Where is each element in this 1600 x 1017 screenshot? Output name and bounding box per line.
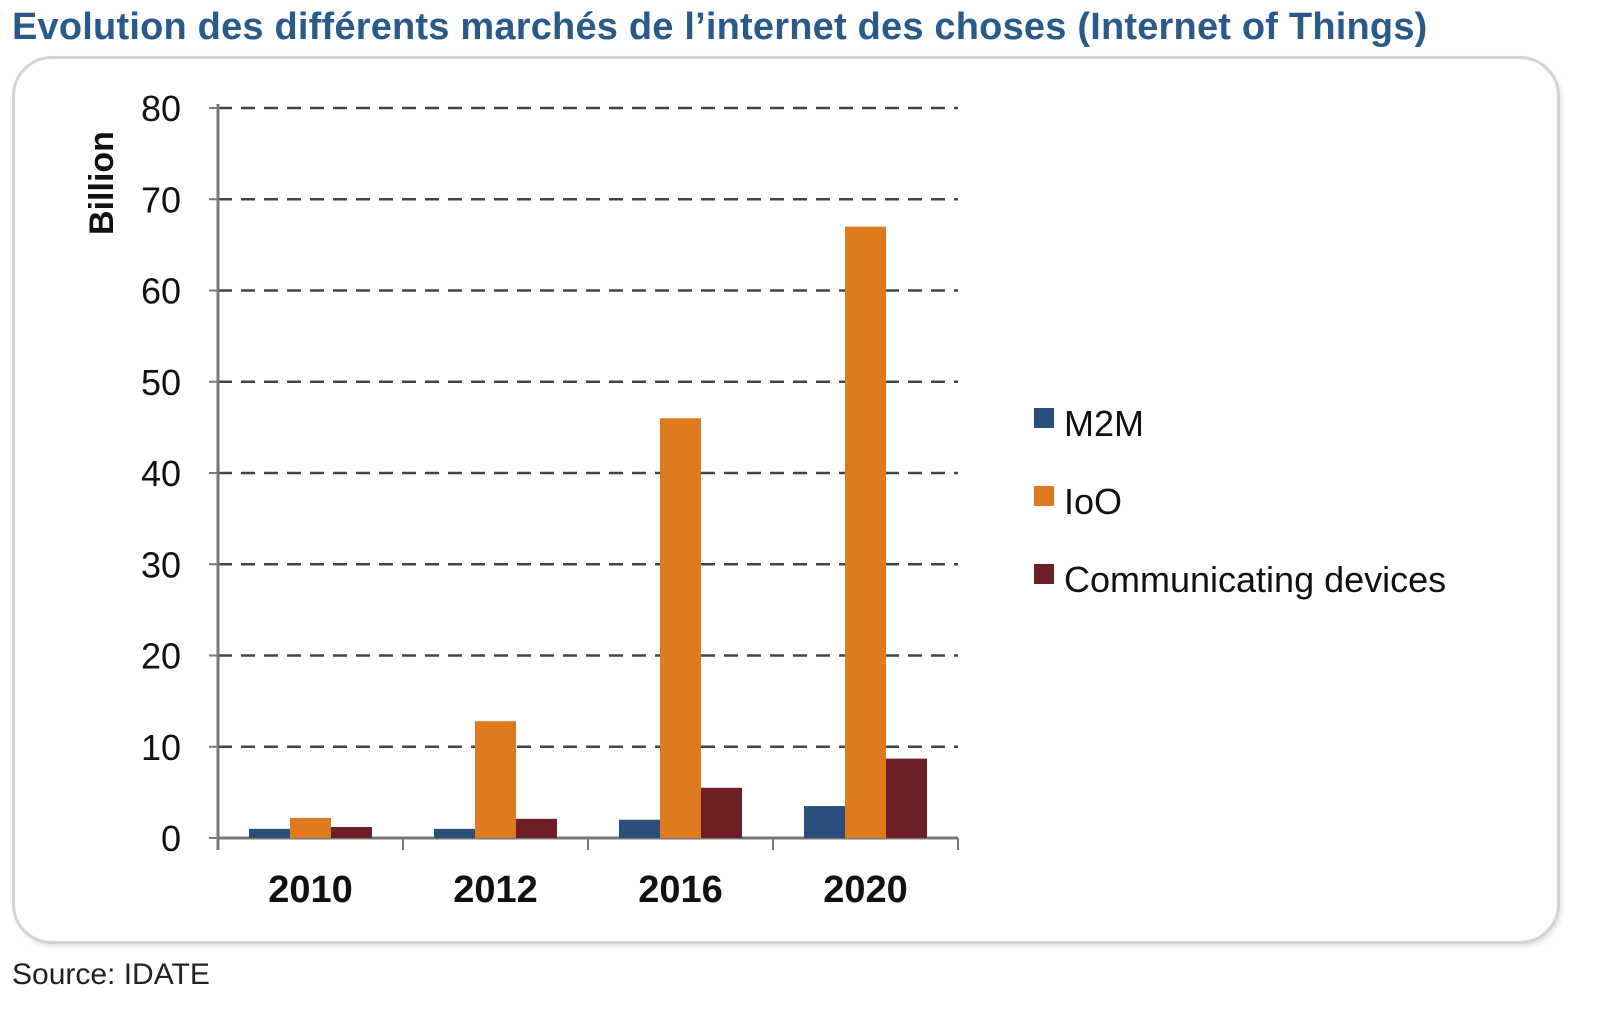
y-tick-label: 20 [141, 636, 181, 677]
x-tick-label: 2016 [638, 869, 723, 911]
legend-label: IoO [1064, 481, 1122, 522]
y-tick-label: 80 [141, 88, 181, 129]
bar-ioo-2012 [475, 721, 516, 838]
y-tick-label: 10 [141, 727, 181, 768]
bar-ioo-2010 [290, 817, 331, 838]
y-tick-label: 60 [141, 271, 181, 312]
legend-swatch [1034, 486, 1054, 506]
y-tick-label: 30 [141, 544, 181, 585]
chart-title: Evolution des différents marchés de l’in… [12, 6, 1428, 48]
source-note: Source: IDATE [12, 958, 210, 991]
bar-ioo-2016 [660, 418, 701, 838]
x-tick-label: 2020 [823, 869, 908, 911]
bar-m2m-2020 [804, 806, 845, 838]
bar-communicating-devices-2020 [886, 758, 927, 838]
bar-ioo-2020 [845, 226, 886, 838]
bar-communicating-devices-2016 [701, 787, 742, 838]
chart-frame [12, 56, 1560, 944]
bar-m2m-2010 [249, 828, 290, 838]
y-axis-label: Billion [83, 131, 121, 235]
y-tick-label: 0 [161, 818, 181, 859]
bar-m2m-2016 [619, 819, 660, 838]
bar-m2m-2012 [434, 828, 475, 838]
legend-label: M2M [1064, 403, 1144, 444]
y-tick-label: 70 [141, 179, 181, 220]
bar-communicating-devices-2012 [516, 818, 557, 838]
y-tick-label: 40 [141, 453, 181, 494]
y-tick-label: 50 [141, 362, 181, 403]
x-tick-label: 2012 [453, 869, 538, 911]
bar-communicating-devices-2010 [331, 827, 372, 838]
x-tick-label: 2010 [268, 869, 353, 911]
legend-swatch [1034, 408, 1054, 428]
legend-swatch [1034, 564, 1054, 584]
legend-label: Communicating devices [1064, 559, 1446, 600]
